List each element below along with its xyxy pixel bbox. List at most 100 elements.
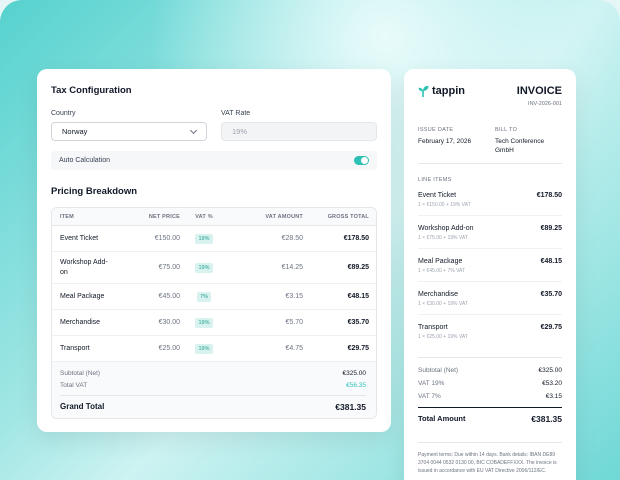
invoice-summary: Subtotal (Net) €325.00 VAT 19% €53.20 VA… [418,357,562,424]
table-row: Transport €25.00 19% €4.75 €29.75 [52,336,376,362]
row-gross: €35.70 [347,319,369,326]
row-item: Workshop Add-on [60,258,108,276]
vat-badge: 7% [197,291,211,302]
table-header: ITEM NET PRICE VAT % VAT AMOUNT GROSS TO… [52,208,376,226]
item-name: Transport [418,324,448,331]
grand-total-row: Grand Total €381.35 [60,395,366,412]
vat-badge: 19% [195,343,213,354]
row-vat-cell: 7% [180,291,228,302]
col-item: ITEM [60,213,74,220]
total-vat-row: Total VAT €56.35 [60,380,366,392]
subtotal-row: Subtotal (Net) €325.00 [60,368,366,380]
row-gross: €48.15 [347,293,369,300]
row-vat-cell: 19% [180,317,228,328]
vat-rate-label: VAT Rate [221,110,251,117]
row-item: Merchandise [60,319,101,326]
item-detail: 1 × €45.00 + 7% VAT [418,268,466,274]
issue-date-label: ISSUE DATE [418,127,454,133]
logo: tappin [418,85,465,97]
table-row: Merchandise €30.00 19% €5.70 €35.70 [52,310,376,336]
row-vat-amount: €3.15 [285,293,303,300]
row-vat-cell: 19% [180,262,228,273]
country-label: Country [51,110,76,117]
item-amount: €29.75 [540,324,562,331]
auto-calculation-label: Auto Calculation [59,157,110,164]
table-row: Event Ticket €150.00 19% €28.50 €178.50 [52,226,376,252]
row-vat-amount: €5.70 [285,319,303,326]
tax-config-title: Tax Configuration [51,85,132,96]
total-vat-label: Total VAT [60,382,88,389]
item-amount: €178.50 [536,192,562,199]
item-detail: 1 × €30.00 + 19% VAT [418,301,468,307]
vat-badge: 19% [195,317,213,328]
item-amount: €48.15 [540,258,562,265]
grand-total-label: Grand Total [60,402,105,411]
toggle-knob [361,157,368,164]
leaf-icon [418,85,429,97]
item-name: Meal Package [418,258,463,265]
table-row: Workshop Add-on €75.00 19% €14.25 €89.25 [52,252,376,284]
line-items-label: LINE ITEMS [418,177,452,183]
invoice-card: tappin INVOICE INV-2026-001 ISSUE DATE F… [404,69,576,480]
bill-to-value: Tech Conference GmbH [495,138,545,154]
vat-rate-input[interactable]: 19% [221,122,377,141]
vat-rate-field: VAT Rate 19% [221,110,377,141]
inv-vat7-label: VAT 7% [418,393,441,400]
payment-terms: Payment terms: Due within 14 days. Bank … [418,442,562,475]
col-net-price: NET PRICE [148,213,180,220]
subtotal-label: Subtotal (Net) [60,370,101,377]
inv-subtotal-value: €325.00 [538,367,563,374]
vat-badge: 19% [195,233,213,244]
country-value: Norway [62,127,88,136]
auto-calculation-toggle[interactable] [354,156,369,165]
invoice-title-block: INVOICE INV-2026-001 [517,85,562,107]
row-gross: €29.75 [347,345,369,352]
issue-date-value: February 17, 2026 [418,138,472,145]
col-vat-pct: VAT % [195,213,213,220]
item-detail: 1 × €150.00 + 19% VAT [418,202,471,208]
item-name: Workshop Add-on [418,225,474,232]
chevron-down-icon [189,126,198,134]
tax-fields: Country Norway VAT Rate 19% [51,110,377,141]
row-item: Transport [60,345,90,352]
subtotal-value: €325.00 [342,370,367,377]
inv-total-row: Total Amount €381.35 [418,407,562,424]
issue-date: ISSUE DATE February 17, 2026 [418,127,485,155]
country-select[interactable]: Norway [51,122,207,141]
invoice-meta: ISSUE DATE February 17, 2026 BILL TO Tec… [418,127,562,164]
col-gross-total: GROSS TOTAL [327,213,369,220]
list-item: Merchandise €35.70 1 × €30.00 + 19% VAT [418,291,562,315]
row-gross: €89.25 [347,264,369,271]
list-item: Transport €29.75 1 × €25.00 + 19% VAT [418,324,562,347]
row-net: €75.00 [158,264,180,271]
invoice-number: INV-2026-001 [528,101,562,107]
inv-vat19-row: VAT 19% €53.20 [418,377,562,390]
row-vat-cell: 19% [180,343,228,354]
inv-subtotal-row: Subtotal (Net) €325.00 [418,364,562,377]
list-item: Meal Package €48.15 1 × €45.00 + 7% VAT [418,258,562,282]
table-row: Meal Package €45.00 7% €3.15 €48.15 [52,284,376,310]
inv-total-value: €381.35 [531,414,562,424]
inv-vat7-row: VAT 7% €3.15 [418,390,562,403]
row-item: Meal Package [60,293,105,300]
row-net: €150.00 [154,235,180,242]
row-net: €45.00 [158,293,180,300]
inv-subtotal-label: Subtotal (Net) [418,367,459,374]
item-detail: 1 × €25.00 + 19% VAT [418,334,468,340]
row-vat-cell: 19% [180,233,228,244]
row-vat-amount: €4.75 [285,345,303,352]
invoice-title: INVOICE [516,85,562,97]
bill-to-label: BILL TO [495,127,518,133]
row-gross: €178.50 [343,235,369,242]
row-item: Event Ticket [60,235,99,242]
pricing-summary: Subtotal (Net) €325.00 Total VAT €56.35 … [52,362,376,418]
grand-total-value: €381.35 [335,402,366,412]
row-net: €25.00 [158,345,180,352]
item-amount: €89.25 [540,225,562,232]
list-item: Event Ticket €178.50 1 × €150.00 + 19% VA… [418,192,562,216]
inv-vat19-label: VAT 19% [418,380,445,387]
bill-to: BILL TO Tech Conference GmbH [495,127,562,155]
invoice-header: tappin INVOICE INV-2026-001 [418,85,562,107]
pricing-table: ITEM NET PRICE VAT % VAT AMOUNT GROSS TO… [51,207,377,419]
item-name: Merchandise [418,291,459,298]
